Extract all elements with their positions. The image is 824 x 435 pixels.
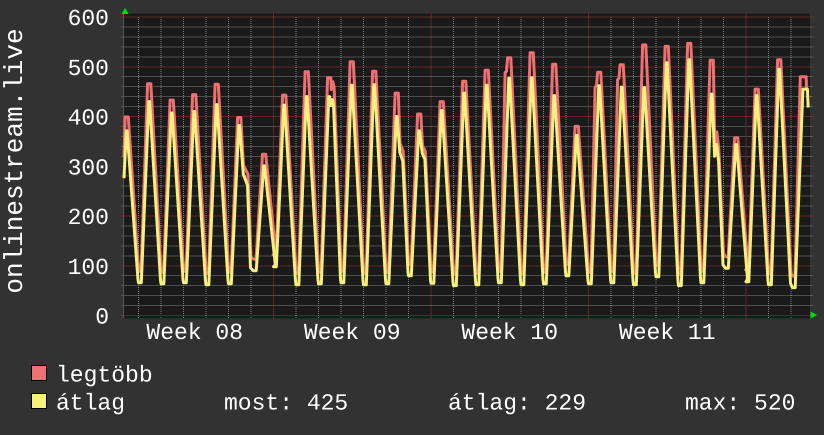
svg-text:600: 600 bbox=[68, 6, 109, 32]
svg-text:legtöbb: legtöbb bbox=[56, 363, 153, 389]
svg-text:500: 500 bbox=[68, 56, 109, 82]
svg-text:Week 08: Week 08 bbox=[146, 320, 243, 346]
svg-text:100: 100 bbox=[68, 255, 109, 281]
svg-text:300: 300 bbox=[68, 155, 109, 181]
svg-text:max: 520: max: 520 bbox=[685, 391, 795, 417]
svg-text:400: 400 bbox=[68, 106, 109, 132]
svg-text:Week 11: Week 11 bbox=[619, 320, 716, 346]
svg-text:Week 10: Week 10 bbox=[461, 320, 558, 346]
svg-text:0: 0 bbox=[95, 305, 109, 331]
svg-text:200: 200 bbox=[68, 205, 109, 231]
svg-text:most: 425: most: 425 bbox=[224, 391, 348, 417]
svg-text:Week 09: Week 09 bbox=[304, 320, 401, 346]
svg-text:átlag: 229: átlag: 229 bbox=[448, 391, 586, 417]
svg-text:átlag: átlag bbox=[56, 391, 125, 417]
svg-text:onlinestream.live: onlinestream.live bbox=[0, 28, 30, 293]
